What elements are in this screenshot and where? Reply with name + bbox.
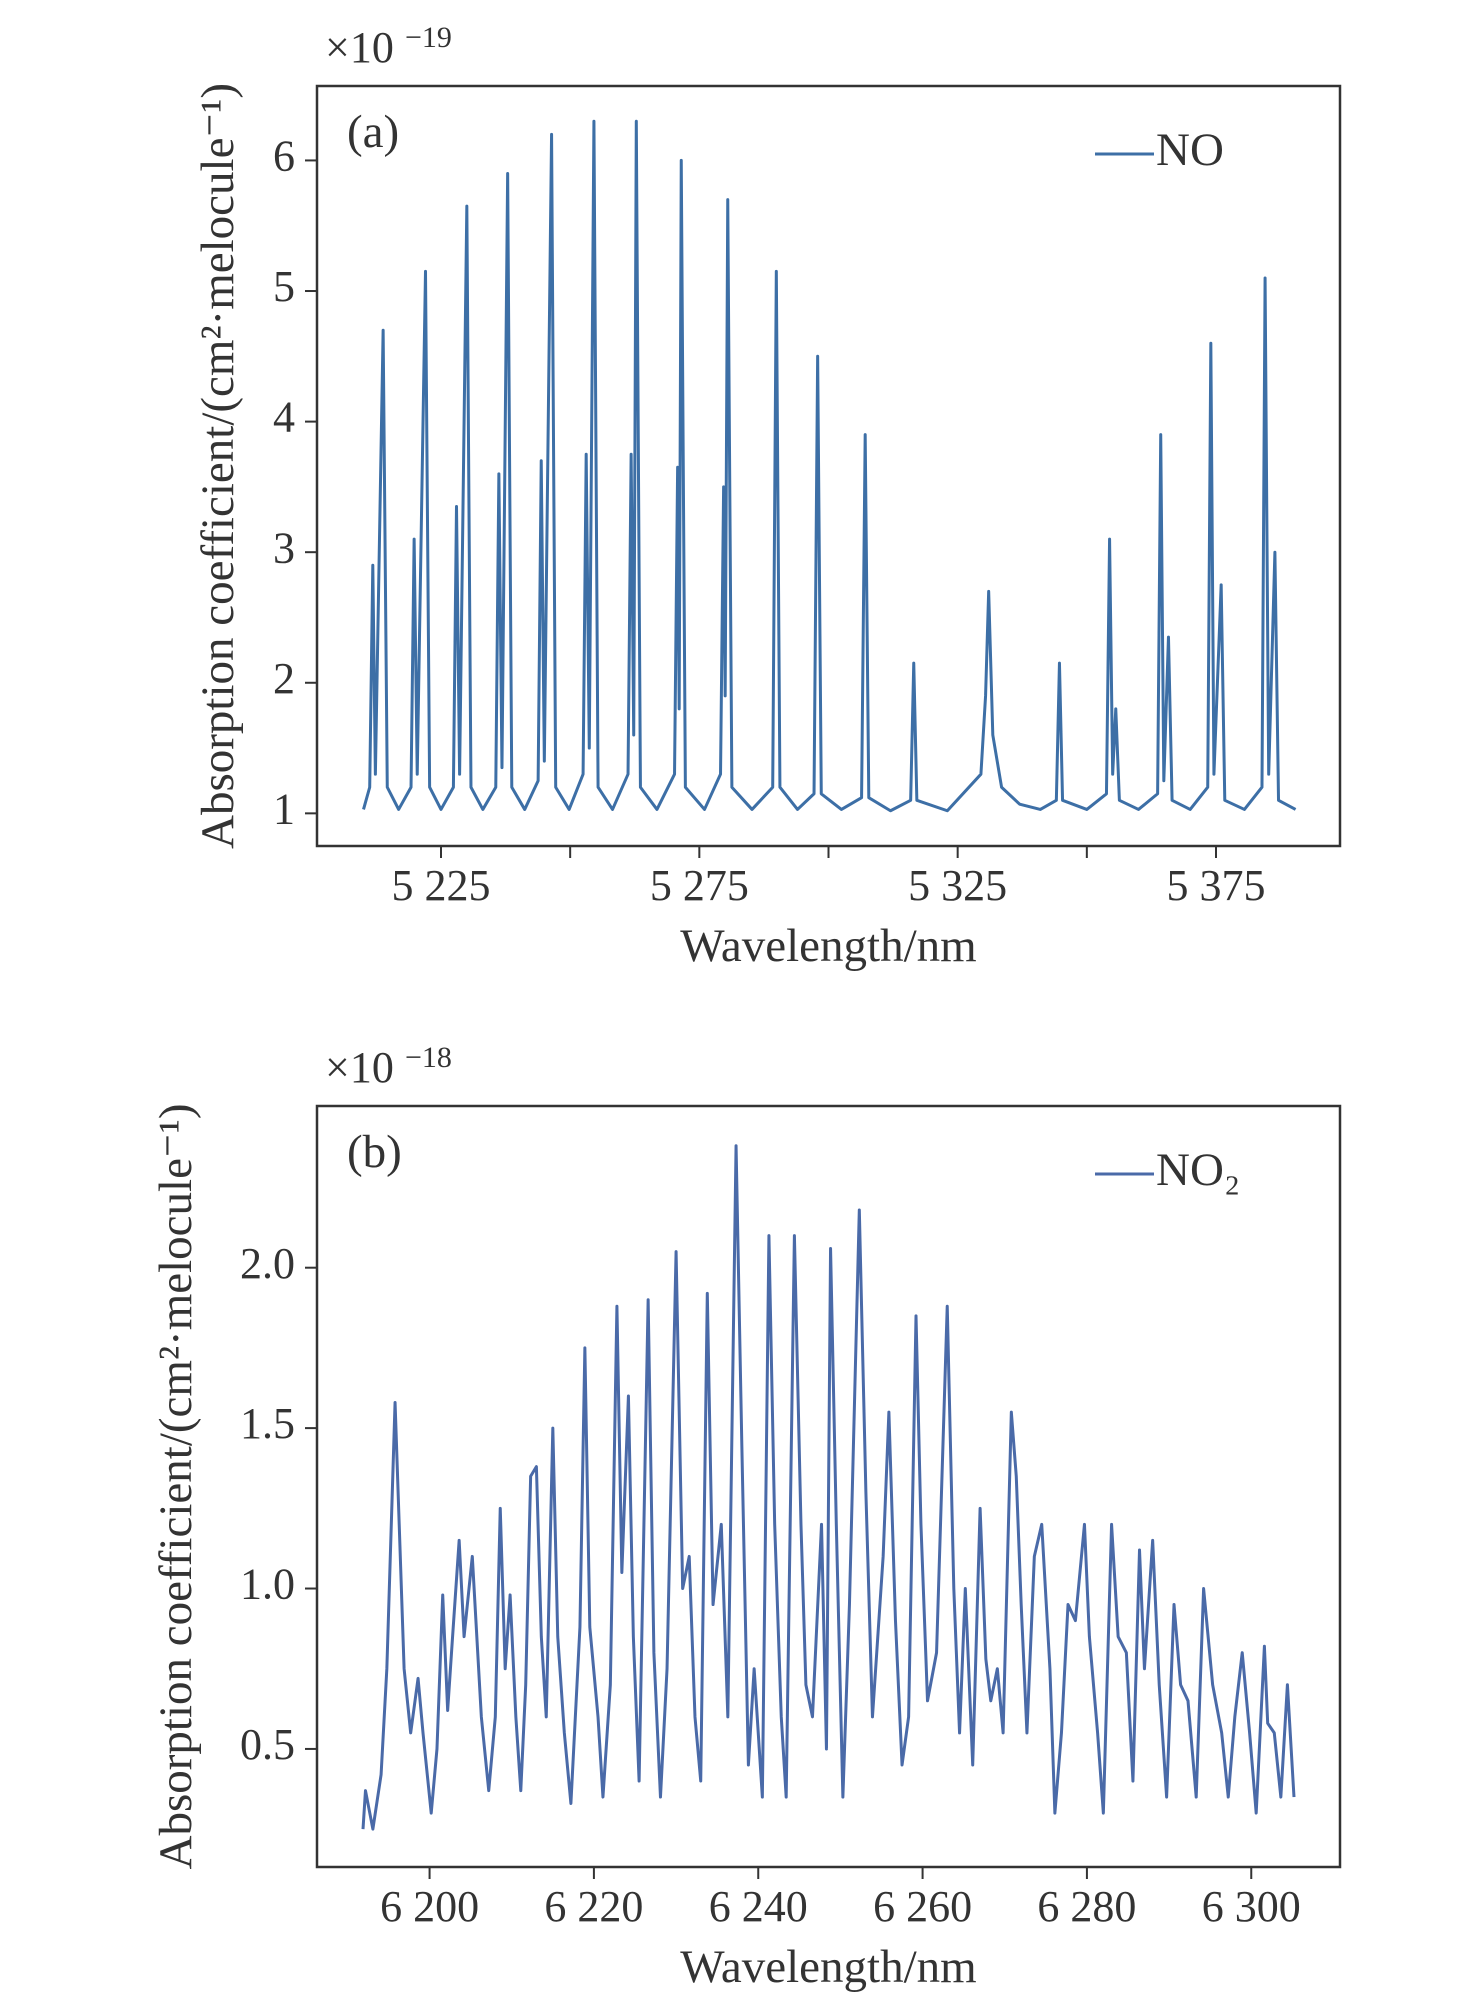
x-axis-label: Wavelength/nm (680, 1941, 976, 1993)
panel-label: (a) (347, 106, 399, 158)
y-tick-label: 2 (273, 654, 295, 703)
data-line (361, 1144, 1296, 1831)
x-tick-label: 6 200 (380, 1882, 479, 1931)
legend-label: NO (1156, 124, 1224, 176)
y-tick-label: 5 (273, 262, 295, 311)
y-tick-label: 1.0 (240, 1560, 295, 1609)
scale-exponent: −18 (405, 1041, 452, 1074)
x-tick-label: 6 220 (544, 1882, 643, 1931)
y-tick-label: 1 (273, 784, 295, 833)
y-tick-label: 1.5 (240, 1399, 295, 1448)
scale-label: ×10 (325, 1043, 394, 1092)
y-axis-label: Absorption coefficient/(cm²·melocule⁻¹) (192, 83, 244, 849)
scale-label: ×10 (325, 23, 394, 72)
panel-label: (b) (347, 1126, 402, 1178)
y-tick-label: 6 (273, 132, 295, 181)
x-tick-label: 6 300 (1202, 1882, 1301, 1931)
x-tick-label: 5 225 (392, 861, 491, 910)
x-tick-label: 6 260 (873, 1882, 972, 1931)
x-tick-label: 5 325 (908, 861, 1007, 910)
data-line (362, 119, 1297, 813)
x-tick-label: 5 275 (650, 861, 749, 910)
y-tick-label: 4 (273, 393, 295, 442)
y-tick-label: 2.0 (240, 1239, 295, 1288)
x-axis-label: Wavelength/nm (680, 920, 976, 972)
scale-exponent: −19 (405, 21, 452, 54)
y-tick-label: 3 (273, 523, 295, 572)
x-tick-label: 6 240 (709, 1882, 808, 1931)
y-axis-label: Absorption coefficient/(cm²·melocule⁻¹) (150, 1104, 202, 1870)
x-tick-label: 5 375 (1167, 861, 1266, 910)
x-tick-label: 6 280 (1037, 1882, 1136, 1931)
legend-label: NO₂ (1156, 1144, 1240, 1196)
y-tick-label: 0.5 (240, 1720, 295, 1769)
plot-frame (315, 1104, 1342, 1869)
